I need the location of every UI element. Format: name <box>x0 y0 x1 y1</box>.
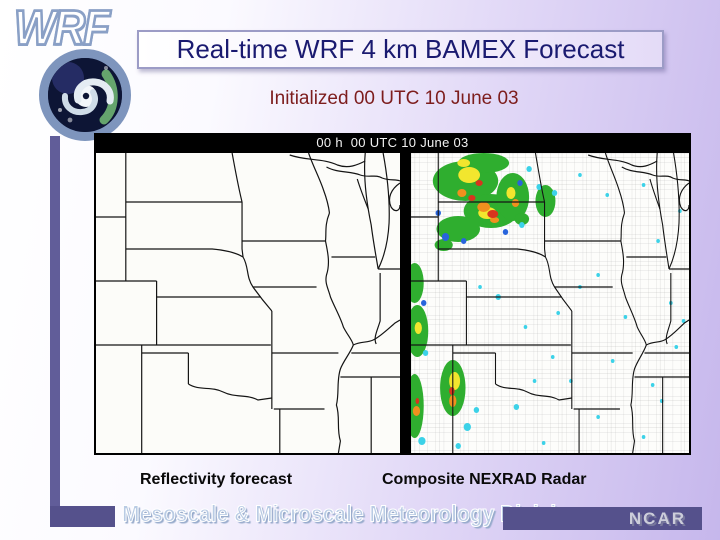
logo-stem-bar <box>50 136 60 508</box>
slide-subtitle: Initialized 00 UTC 10 June 03 <box>269 88 519 109</box>
left-panel-caption: Reflectivity forecast <box>140 471 293 488</box>
panel-divider <box>400 153 411 453</box>
map-timestamp-bar: 00 h 00 UTC 10 June 03 <box>94 133 691 153</box>
right-panel-caption: Composite NEXRAD Radar <box>382 471 587 488</box>
wrf-logo-hurricane-icon <box>39 49 131 141</box>
footer-corner-block <box>50 506 115 527</box>
forecast-radar-figure: 00 h 00 UTC 10 June 03 <box>94 133 691 455</box>
nexrad-radar-map <box>411 153 691 453</box>
slide-title: Real-time WRF 4 km BAMEX Forecast <box>137 30 664 69</box>
reflectivity-forecast-map <box>94 153 400 453</box>
hurricane-image <box>48 58 122 132</box>
map-panels <box>94 153 691 455</box>
ncar-logo: NCAR <box>503 507 702 530</box>
wrf-logo-text: WRF <box>13 0 112 57</box>
